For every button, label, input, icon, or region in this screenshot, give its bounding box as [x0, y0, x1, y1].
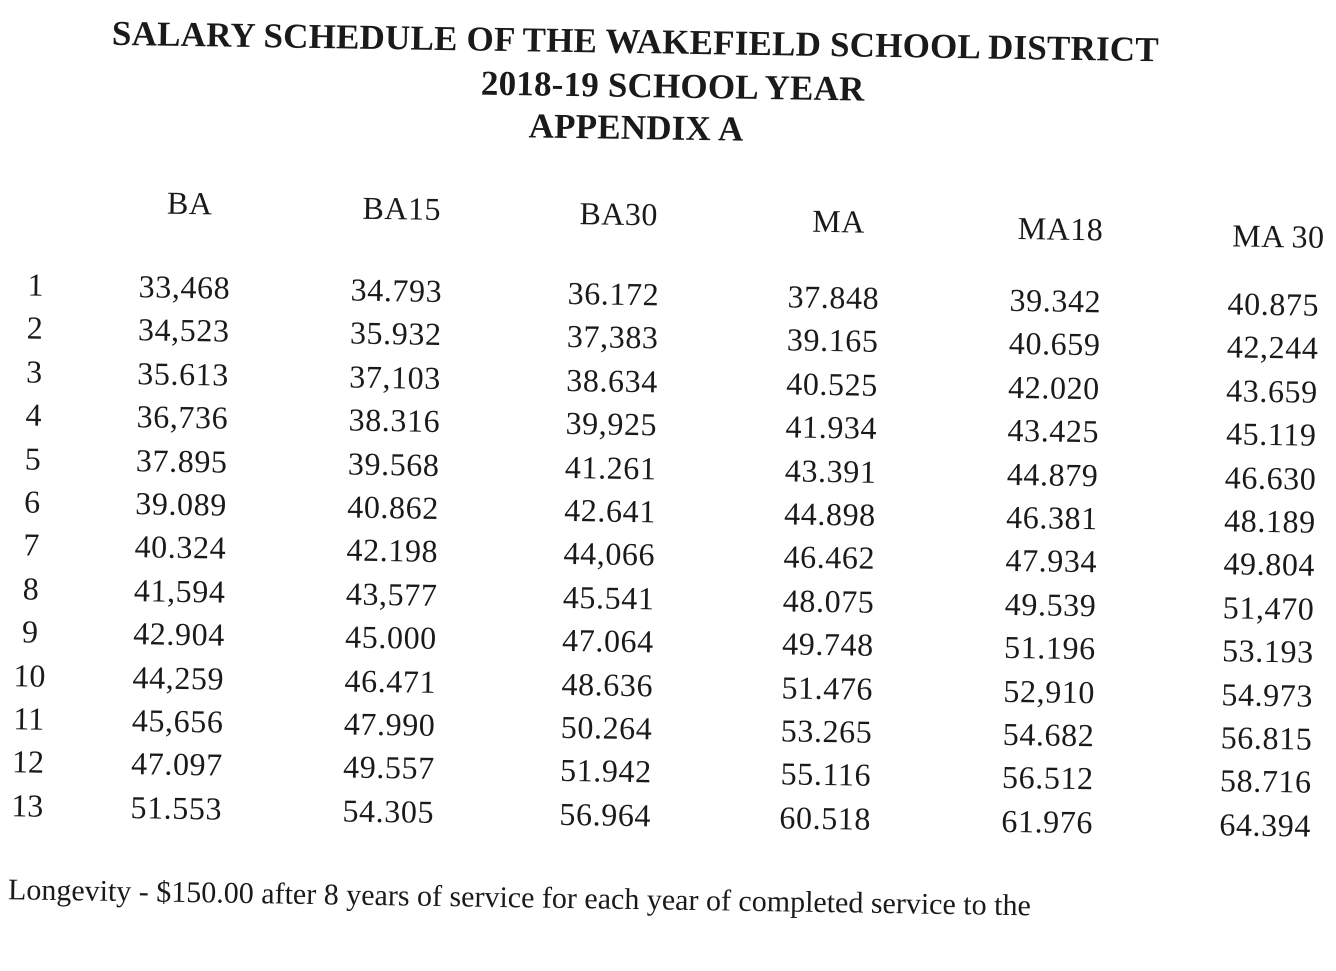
salary-cell: 56.815	[1220, 719, 1313, 757]
salary-cell: 44,066	[563, 535, 656, 573]
salary-cell: 34,523	[137, 311, 230, 350]
salary-cell: 48.636	[561, 665, 654, 703]
salary-cell: 54.682	[1002, 715, 1095, 754]
salary-cell: 47.934	[1005, 542, 1098, 580]
step-label: 13	[11, 787, 44, 824]
salary-cell: 39.089	[135, 485, 228, 523]
salary-cell: 49.539	[1004, 585, 1097, 624]
salary-cell: 42.641	[563, 491, 657, 530]
step-label: 4	[25, 396, 42, 433]
step-label: 11	[13, 700, 45, 737]
salary-cell: 41.261	[564, 448, 657, 486]
column-header: MA18	[1017, 210, 1104, 248]
salary-cell: 40.525	[785, 365, 879, 403]
salary-cell: 42,244	[1226, 328, 1319, 367]
salary-cell: 38.634	[566, 361, 659, 400]
salary-cell: 50.264	[560, 708, 653, 747]
salary-cell: 45,656	[131, 702, 224, 740]
salary-cell: 39.165	[786, 321, 879, 360]
step-label: 2	[26, 309, 44, 347]
salary-cell: 39.568	[347, 445, 440, 483]
salary-cell: 46.462	[783, 538, 876, 577]
salary-cell: 61.976	[1001, 802, 1094, 841]
salary-cell: 56.964	[559, 795, 652, 834]
salary-cell: 46.630	[1224, 458, 1317, 497]
salary-cell: 39.342	[1009, 281, 1102, 320]
salary-cell: 43.425	[1007, 412, 1100, 450]
salary-cell: 56.512	[1001, 759, 1094, 797]
salary-cell: 51.942	[559, 752, 653, 790]
salary-cell: 64.394	[1219, 806, 1312, 844]
longevity-note: Longevity - $150.00 after 8 years of ser…	[7, 873, 1032, 923]
step-label: 6	[23, 483, 41, 520]
step-label: 5	[24, 440, 42, 477]
salary-cell: 49.557	[342, 748, 436, 787]
step-label: 1	[27, 266, 44, 303]
salary-cell: 60.518	[779, 799, 872, 837]
column-header: BA	[166, 184, 213, 222]
salary-cell: 46.381	[1005, 498, 1099, 537]
salary-cell: 35.932	[349, 314, 442, 353]
salary-cell: 41.934	[785, 408, 878, 447]
salary-cell: 37,103	[349, 358, 442, 396]
salary-cell: 41,594	[133, 571, 226, 610]
salary-cell: 43,577	[345, 575, 438, 613]
salary-cell: 55.116	[780, 755, 872, 794]
salary-cell: 48.189	[1223, 502, 1317, 540]
step-label: 7	[23, 526, 40, 564]
salary-cell: 36,736	[136, 398, 229, 436]
salary-cell: 42.198	[346, 531, 439, 570]
salary-cell: 47.097	[130, 745, 224, 783]
salary-cell: 53.193	[1221, 632, 1315, 670]
salary-cell: 54.305	[342, 792, 435, 830]
column-header: MA	[812, 202, 866, 240]
step-label: 12	[11, 743, 45, 781]
salary-cell: 47.990	[343, 705, 436, 743]
salary-cell: 42.020	[1007, 368, 1101, 407]
salary-cell: 58.716	[1219, 762, 1312, 801]
salary-cell: 54.973	[1221, 675, 1314, 714]
salary-cell: 37,383	[566, 318, 659, 356]
salary-cell: 46.471	[344, 662, 437, 700]
salary-cell: 39,925	[565, 405, 658, 443]
salary-cell: 48.075	[782, 582, 875, 620]
salary-cell: 52,910	[1003, 672, 1096, 710]
column-header: MA 30	[1232, 217, 1325, 255]
salary-cell: 40.862	[346, 488, 440, 526]
salary-cell: 51.476	[781, 668, 874, 707]
salary-cell: 44.898	[783, 495, 877, 533]
salary-cell: 51.196	[1003, 629, 1097, 667]
step-label: 3	[25, 353, 43, 390]
column-header: BA30	[579, 195, 659, 233]
salary-cell: 51.553	[130, 788, 223, 827]
salary-cell: 37.848	[787, 278, 880, 316]
salary-cell: 45.541	[562, 578, 655, 617]
salary-cell: 47.064	[561, 622, 655, 660]
salary-cell: 51,470	[1222, 589, 1315, 627]
salary-cell: 45.000	[344, 618, 438, 657]
salary-cell: 37.895	[135, 441, 228, 480]
salary-cell: 49.804	[1223, 545, 1316, 584]
salary-cell: 49.748	[781, 625, 875, 663]
salary-cell: 33,468	[138, 268, 231, 306]
salary-cell: 43.391	[784, 451, 877, 490]
salary-cell: 40.659	[1008, 325, 1101, 363]
salary-cell: 45.119	[1225, 415, 1317, 453]
salary-cell: 40.324	[134, 528, 227, 567]
column-header: BA15	[362, 189, 442, 227]
salary-cell: 44.879	[1006, 455, 1099, 493]
salary-cell: 34.793	[350, 271, 443, 309]
step-label: 9	[21, 613, 39, 650]
salary-cell: 42.904	[132, 615, 226, 653]
salary-cell: 35.613	[137, 355, 230, 393]
salary-cell: 36.172	[567, 274, 660, 313]
step-label: 8	[22, 570, 40, 607]
step-label: 10	[13, 656, 46, 694]
salary-cell: 40.875	[1227, 285, 1320, 323]
salary-cell: 44,259	[132, 658, 225, 697]
salary-cell: 43.659	[1225, 372, 1319, 410]
salary-cell: 38.316	[348, 401, 441, 440]
salary-cell: 53.265	[780, 712, 873, 750]
